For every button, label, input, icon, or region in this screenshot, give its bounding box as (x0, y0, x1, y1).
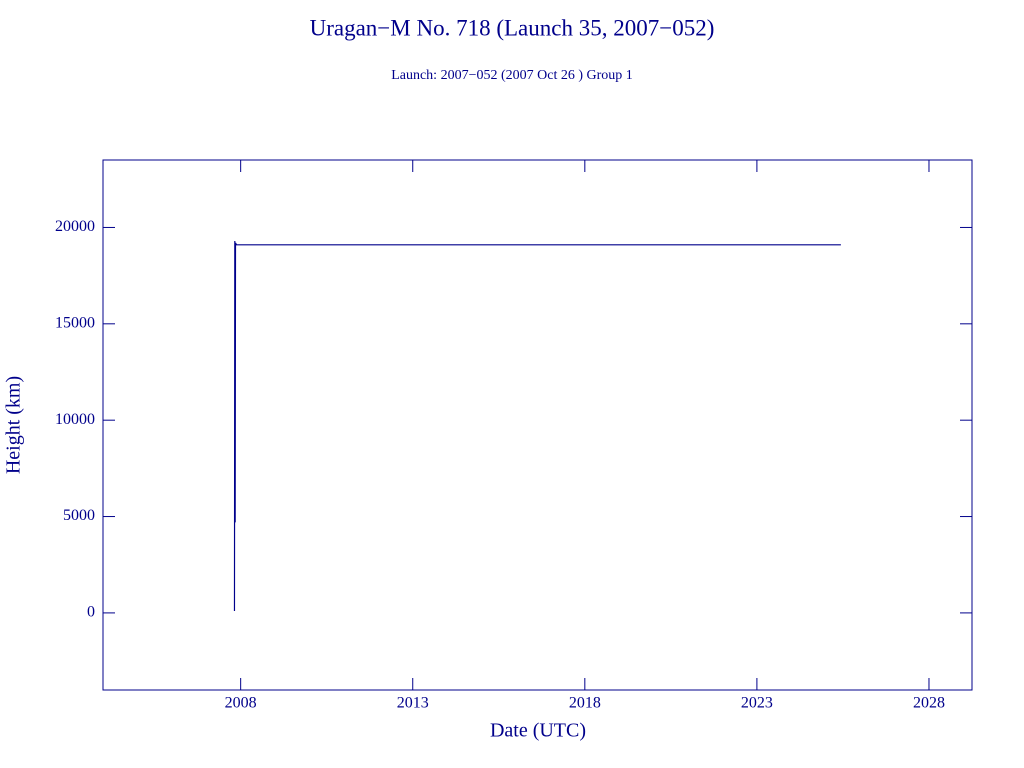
y-axis-label: Height (km) (3, 376, 25, 474)
data-line (233, 240, 841, 611)
y-tick-label: 0 (87, 604, 95, 621)
x-axis-label: Date (UTC) (490, 720, 586, 742)
x-tick-label: 2013 (397, 695, 429, 712)
x-tick-label: 2028 (913, 695, 945, 712)
x-tick-label: 2018 (569, 695, 601, 712)
chart-title: Uragan−M No. 718 (Launch 35, 2007−052) (310, 15, 715, 40)
x-tick-label: 2023 (741, 695, 773, 712)
chart-subtitle: Launch: 2007−052 (2007 Oct 26 ) Group 1 (391, 68, 633, 83)
y-tick-label: 10000 (55, 411, 95, 428)
y-tick-label: 5000 (63, 507, 95, 524)
y-tick-label: 15000 (55, 314, 95, 331)
y-tick-label: 20000 (55, 218, 95, 235)
plot-frame (102, 159, 973, 691)
x-tick-label: 2008 (225, 695, 257, 712)
